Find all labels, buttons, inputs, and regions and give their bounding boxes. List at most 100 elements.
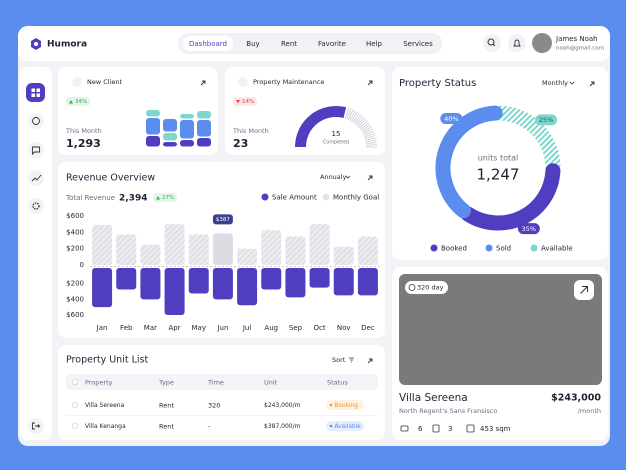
gauge-tick bbox=[362, 128, 373, 135]
nav-item[interactable]: Buy bbox=[246, 40, 259, 48]
nav-item[interactable]: Dashboard bbox=[189, 40, 227, 48]
x-tick-label: Feb bbox=[120, 324, 133, 332]
checkbox[interactable] bbox=[71, 422, 79, 430]
column-header: Type bbox=[158, 379, 174, 387]
nav-item[interactable]: Favorite bbox=[318, 40, 346, 48]
mini-block bbox=[163, 119, 177, 132]
card-icon bbox=[72, 77, 82, 87]
icon bbox=[31, 174, 42, 182]
gauge-tick bbox=[356, 117, 365, 126]
avatar[interactable] bbox=[532, 33, 552, 53]
gauge-tick bbox=[365, 141, 377, 144]
bar bbox=[212, 268, 233, 300]
filter[interactable]: Monthly bbox=[542, 79, 568, 87]
change-badge bbox=[233, 97, 257, 106]
change-badge bbox=[66, 97, 90, 106]
nav-item[interactable]: Services bbox=[403, 40, 433, 48]
open-button[interactable] bbox=[200, 80, 206, 86]
gauge-tick bbox=[364, 132, 375, 138]
unit-table: Property Type Time Unit Status Villa Sereena R… bbox=[66, 378, 378, 431]
gauge-tick bbox=[363, 130, 374, 136]
search-button[interactable] bbox=[483, 34, 501, 52]
revenue-chart: $600 $400 $200 0 $200 $400 $600 Sale Amount Mont… bbox=[66, 193, 380, 332]
sidebar-settings[interactable] bbox=[28, 198, 44, 214]
tooltip bbox=[212, 214, 233, 225]
mini-block bbox=[180, 114, 194, 119]
user-email: noah@gmail.com bbox=[556, 46, 604, 52]
notification-button[interactable] bbox=[508, 34, 526, 52]
legend-swatch bbox=[261, 193, 269, 201]
mini-block bbox=[163, 133, 177, 141]
checkbox[interactable] bbox=[71, 378, 79, 386]
bar bbox=[212, 233, 233, 265]
x-tick-label: Aug bbox=[264, 324, 278, 332]
open-button[interactable] bbox=[367, 358, 373, 364]
bar bbox=[164, 224, 185, 265]
sort-button[interactable]: Sort bbox=[332, 356, 346, 364]
value-pill bbox=[535, 114, 558, 126]
sidebar-messages[interactable] bbox=[28, 142, 44, 158]
period: This Month bbox=[65, 127, 102, 135]
status-card bbox=[392, 67, 608, 260]
legend-label: Sold bbox=[496, 245, 511, 253]
chevron bbox=[569, 81, 575, 85]
status-pill bbox=[326, 421, 364, 431]
gauge-label: Completed bbox=[323, 140, 349, 146]
gauge-tick bbox=[365, 144, 377, 146]
x-tick-label: Sep bbox=[289, 324, 303, 332]
nav-item[interactable]: Rent bbox=[281, 40, 297, 48]
gauge-tick bbox=[364, 135, 376, 139]
open-button[interactable] bbox=[367, 175, 373, 181]
feature: 453 sqm bbox=[480, 425, 511, 433]
change-value: 27% bbox=[162, 195, 174, 201]
change-value: 14% bbox=[242, 99, 254, 105]
bar bbox=[333, 246, 354, 265]
status-label: Booking bbox=[335, 403, 359, 409]
sidebar-explore[interactable] bbox=[28, 113, 44, 129]
gauge-tick bbox=[360, 122, 370, 130]
card-title: New Client bbox=[87, 78, 123, 86]
card-icon bbox=[238, 77, 248, 87]
icon bbox=[36, 88, 40, 92]
x-tick-label: Jul bbox=[242, 324, 252, 332]
arrow-icon bbox=[580, 286, 588, 294]
table-header bbox=[66, 374, 378, 390]
nav-item[interactable]: Help bbox=[366, 40, 383, 48]
bar bbox=[237, 268, 258, 306]
open-button[interactable] bbox=[367, 80, 373, 86]
card-title: Revenue Overview bbox=[66, 173, 155, 184]
status-dot bbox=[329, 403, 333, 407]
center-label: units total bbox=[478, 154, 519, 163]
bar bbox=[285, 268, 306, 298]
maintenance-card bbox=[225, 67, 385, 155]
mini-block bbox=[146, 136, 160, 147]
open-button[interactable] bbox=[589, 81, 595, 87]
bar bbox=[357, 268, 378, 296]
icon bbox=[36, 93, 40, 97]
chevron bbox=[345, 175, 351, 179]
nav-active bbox=[183, 36, 233, 51]
checkbox[interactable] bbox=[71, 401, 79, 409]
nav-bar bbox=[178, 33, 442, 54]
value-label: 25% bbox=[539, 116, 553, 124]
y2-tick-label: $400 bbox=[66, 295, 84, 303]
bar bbox=[92, 268, 113, 308]
sidebar-dashboard[interactable] bbox=[26, 83, 45, 102]
price-unit: /month bbox=[578, 407, 601, 415]
sidebar-analytics[interactable] bbox=[28, 170, 44, 186]
gauge-tick bbox=[361, 124, 371, 132]
cell: $387,000/m bbox=[264, 423, 301, 430]
search-icon bbox=[492, 43, 496, 47]
cell: Rent bbox=[159, 401, 174, 409]
feature: 6 bbox=[418, 425, 423, 433]
brand: Humora bbox=[47, 40, 87, 50]
period: This Month bbox=[232, 127, 269, 135]
gauge-tick bbox=[355, 115, 364, 125]
cell: - bbox=[208, 422, 211, 430]
kpi-value: 23 bbox=[233, 137, 248, 150]
icon bbox=[32, 117, 40, 125]
mini-block bbox=[197, 138, 211, 147]
column-header: Status bbox=[327, 379, 348, 387]
filter[interactable]: Annualy bbox=[320, 173, 347, 181]
bar bbox=[188, 268, 209, 294]
